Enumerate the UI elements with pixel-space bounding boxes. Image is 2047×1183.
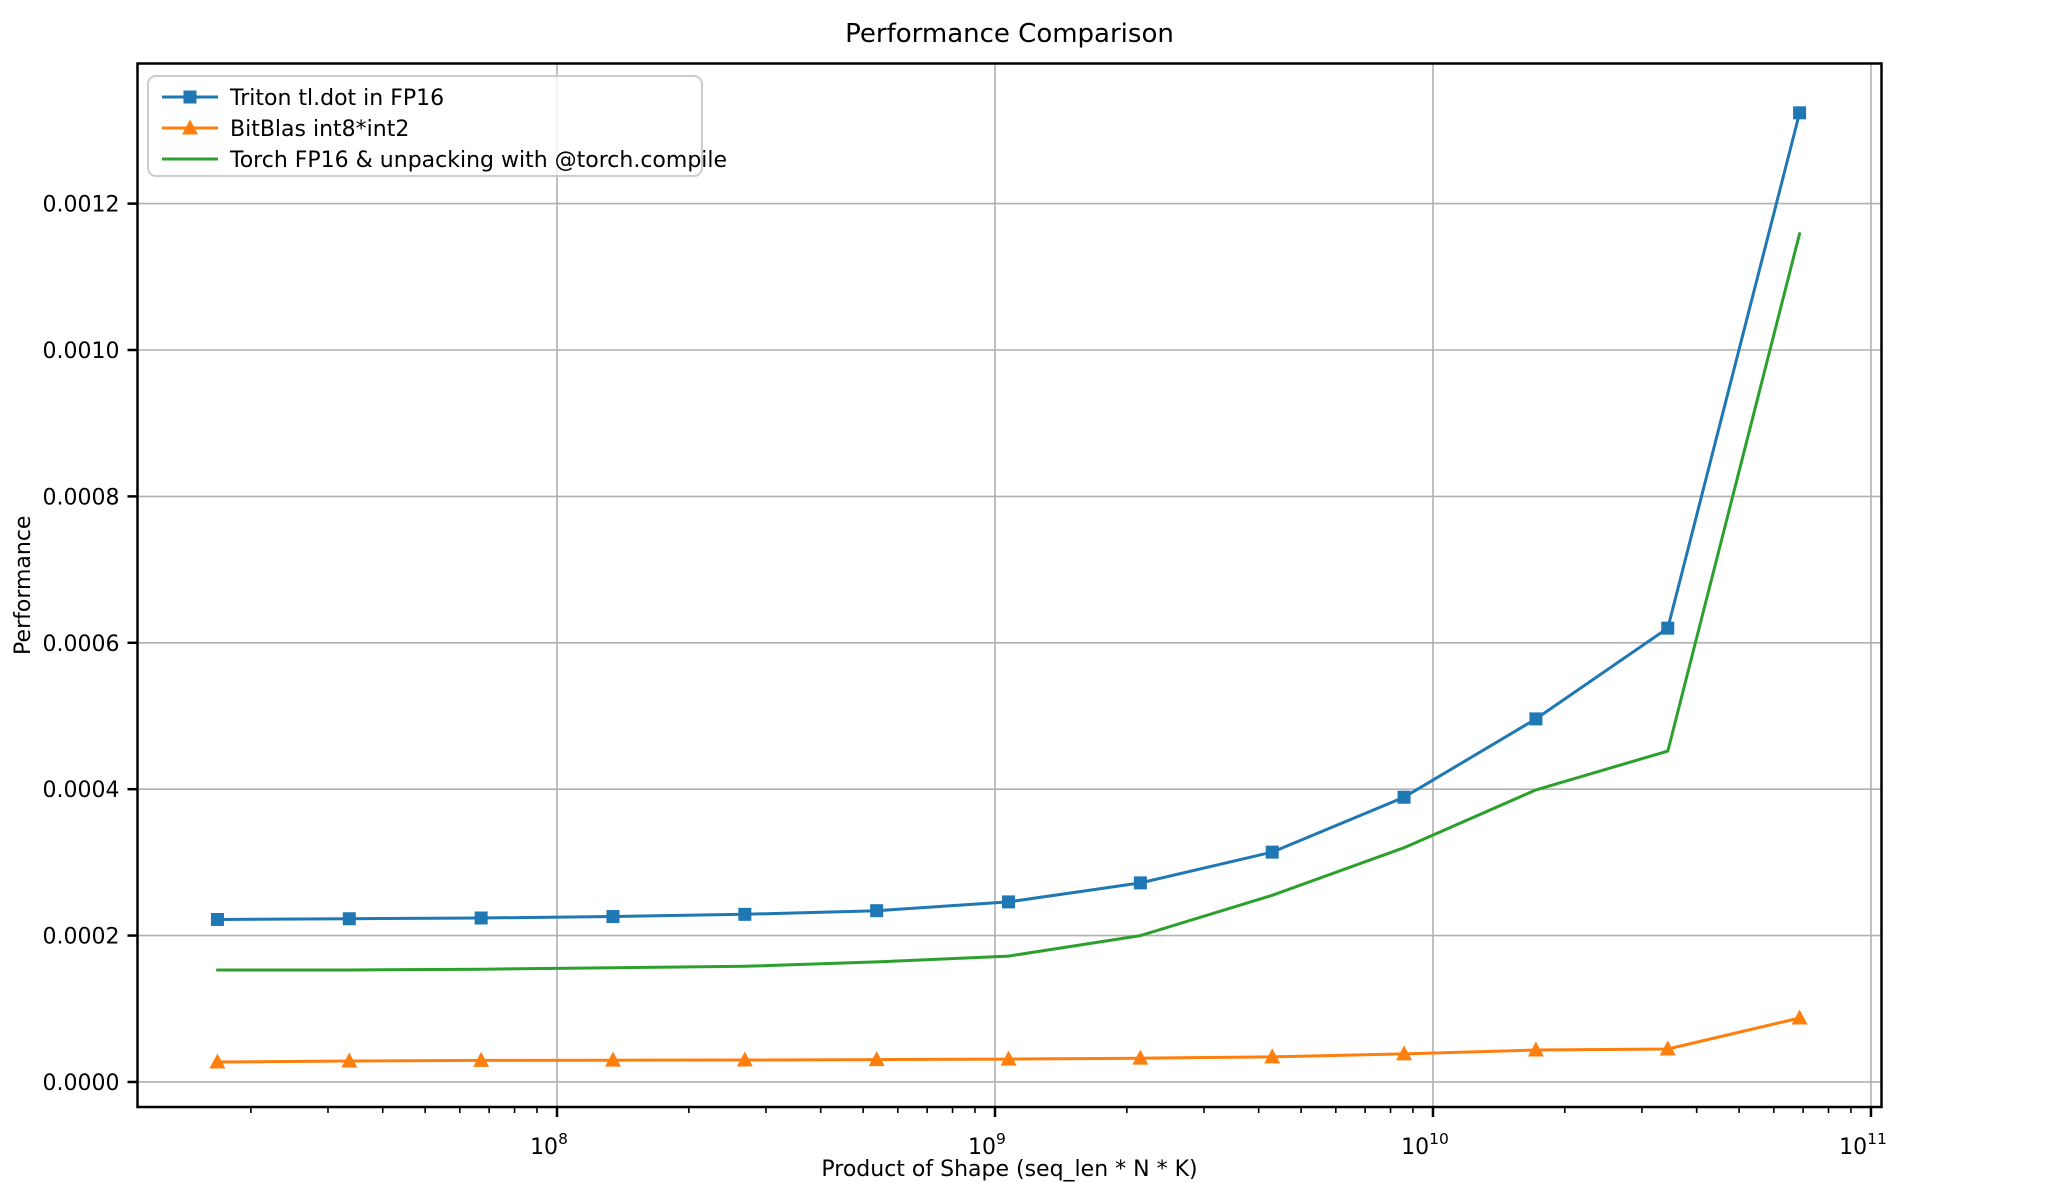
data-point-marker <box>604 1051 621 1067</box>
data-point-marker <box>868 1051 885 1067</box>
legend: Triton tl.dot in FP16 BitBlas int8*int2 To… <box>147 75 727 177</box>
legend-item: BitBlas int8*int2 <box>162 117 409 142</box>
data-point-marker <box>870 904 884 918</box>
data-point-marker <box>474 911 488 925</box>
data-point-marker <box>1793 106 1807 120</box>
y-tick-label: 0.0000 <box>43 1071 120 1096</box>
x-tick-label: 109 <box>968 1130 1006 1160</box>
data-point-marker <box>1791 1009 1808 1025</box>
data-point-marker <box>1265 845 1279 859</box>
data-point-marker <box>1000 1050 1017 1066</box>
x-axis-label: Product of Shape (seq_len * N * K) <box>821 1157 1197 1182</box>
data-point-marker <box>1661 621 1675 635</box>
series-3 <box>215 232 1802 972</box>
data-point-marker <box>738 907 752 921</box>
y-tick-label: 0.0002 <box>43 925 120 950</box>
legend-label: Triton tl.dot in FP16 <box>229 86 444 111</box>
data-point-marker <box>1529 712 1543 726</box>
grid-layer <box>137 63 1882 1107</box>
y-tick-label: 0.0010 <box>43 339 120 364</box>
plot-area <box>137 63 1882 1107</box>
chart-title: Performance Comparison <box>845 19 1174 49</box>
legend-square-marker-icon <box>183 90 197 104</box>
x-tick-label: 1011 <box>1839 1130 1887 1160</box>
data-point-marker <box>606 910 620 924</box>
series-line <box>215 232 1802 972</box>
legend-label: BitBlas int8*int2 <box>230 117 409 142</box>
series-1 <box>210 106 1807 926</box>
data-point-marker <box>1527 1041 1544 1057</box>
data-point-marker <box>209 1053 226 1069</box>
data-point-marker <box>1002 895 1016 909</box>
axes-frame <box>136 62 1883 1109</box>
y-tick-label: 0.0004 <box>43 778 120 803</box>
y-tick-label: 0.0006 <box>43 632 120 657</box>
data-point-marker <box>1132 1049 1149 1065</box>
data-point-marker <box>473 1051 490 1067</box>
legend-item: Triton tl.dot in FP16 <box>162 86 444 111</box>
data-point-marker <box>736 1051 753 1067</box>
data-point-marker <box>1397 790 1411 804</box>
data-point-marker <box>210 912 224 926</box>
legend-item: Torch FP16 & unpacking with @torch.compi… <box>162 148 727 173</box>
legend-label: Torch FP16 & unpacking with @torch.compi… <box>229 148 727 173</box>
y-tick-label: 0.0008 <box>43 485 120 510</box>
data-point-marker <box>341 1052 358 1068</box>
tick-layer <box>127 202 1873 1117</box>
y-tick-label: 0.0012 <box>43 193 120 218</box>
legend-triangle-marker-icon <box>182 119 198 135</box>
data-point-marker <box>1396 1045 1413 1061</box>
x-tick-label: 108 <box>530 1130 568 1160</box>
legend-box <box>147 75 703 177</box>
data-point-marker <box>1133 876 1147 890</box>
series-2 <box>209 1009 1808 1069</box>
y-axis-label: Performance <box>11 516 36 655</box>
x-tick-label: 1010 <box>1401 1130 1449 1160</box>
data-point-marker <box>1264 1048 1281 1064</box>
data-point-marker <box>1659 1040 1676 1056</box>
data-point-marker <box>342 912 356 926</box>
